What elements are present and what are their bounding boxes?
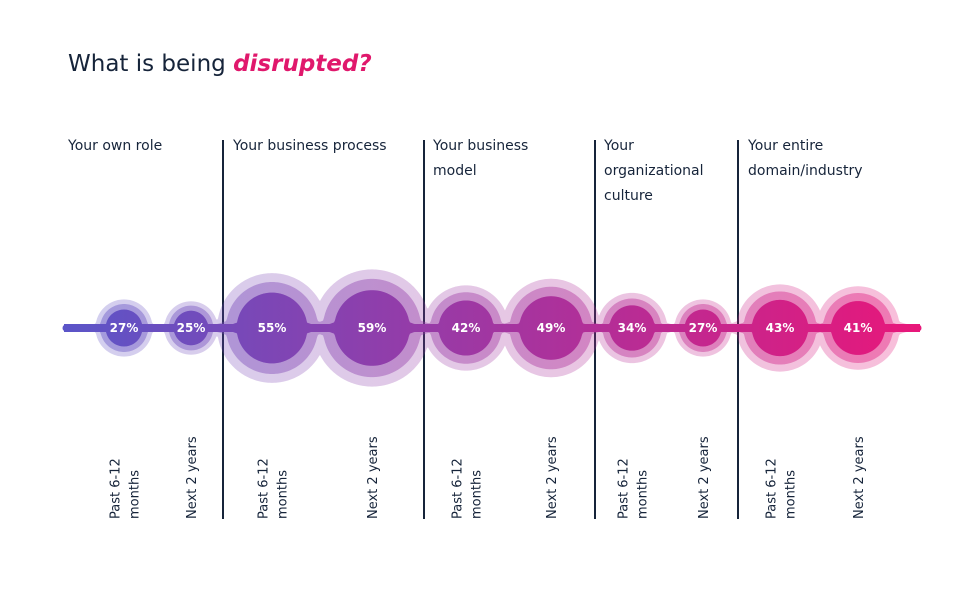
bubble-flow (62, 269, 922, 387)
group-label: Your business process (232, 138, 387, 154)
bubble-mark (751, 299, 809, 357)
flow-start-cap (62, 324, 70, 332)
period-label: Next 2 years (852, 436, 867, 519)
chart-title-prefix: What is being (68, 51, 233, 77)
svg-text:months: months (128, 470, 143, 519)
period-label: Past 6-12 months (109, 458, 143, 519)
period-label: Past 6-12 months (765, 458, 799, 519)
group-label: Your own role (67, 138, 162, 154)
bubble-value-label: 55% (258, 321, 287, 335)
svg-text:months: months (276, 470, 291, 519)
bubble-mark (334, 290, 410, 366)
period-label: Next 2 years (366, 436, 381, 519)
period-labels: Past 6-12 months Next 2 years Past 6-12 mont… (109, 436, 868, 519)
svg-text:Next 2 years: Next 2 years (545, 436, 560, 519)
svg-text:Past 6-12: Past 6-12 (257, 458, 272, 519)
svg-text:Past 6-12: Past 6-12 (109, 458, 124, 519)
bubble-mark (173, 310, 209, 346)
period-label: Past 6-12 months (617, 458, 651, 519)
svg-text:Next 2 years: Next 2 years (185, 436, 200, 519)
svg-text:Next 2 years: Next 2 years (366, 436, 381, 519)
period-label: Next 2 years (185, 436, 200, 519)
group-label: Your organizational culture (603, 138, 704, 204)
svg-text:months: months (784, 470, 799, 519)
period-label: Past 6-12 months (257, 458, 291, 519)
bubble-mark (684, 309, 722, 347)
bubble-value-label: 42% (452, 321, 481, 335)
group-label: Your business model (432, 138, 528, 179)
flow-end-cap (914, 324, 922, 332)
bubble-value-label: 41% (844, 321, 873, 335)
chart-title: What is being disrupted? (68, 51, 372, 77)
bubble-mark (438, 300, 494, 356)
svg-text:months: months (636, 470, 651, 519)
bubble-value-label: 43% (766, 321, 795, 335)
svg-text:Next 2 years: Next 2 years (852, 436, 867, 519)
svg-text:Next 2 years: Next 2 years (697, 436, 712, 519)
bubble-mark (519, 296, 583, 360)
group-label: Your entire domain/industry (747, 138, 863, 179)
bubble-mark (236, 292, 308, 364)
bubble-mark (105, 309, 143, 347)
bubble-value-label: 59% (358, 321, 387, 335)
svg-text:Past 6-12: Past 6-12 (617, 458, 632, 519)
svg-text:Past 6-12: Past 6-12 (451, 458, 466, 519)
bubble-value-label: 34% (618, 321, 647, 335)
bubble-value-label: 27% (689, 321, 718, 335)
value-labels: 27% 25% 55% 59% 42% 49% 34% 27% 43% 41% (110, 321, 873, 335)
svg-text:Past 6-12: Past 6-12 (765, 458, 780, 519)
svg-text:months: months (470, 470, 485, 519)
bubble-value-label: 27% (110, 321, 139, 335)
bubble-value-label: 25% (177, 321, 206, 335)
group-labels: Your own role Your business process Your b… (67, 138, 863, 204)
period-label: Next 2 years (697, 436, 712, 519)
period-label: Next 2 years (545, 436, 560, 519)
chart-title-accent: disrupted? (233, 51, 372, 77)
period-label: Past 6-12 months (451, 458, 485, 519)
bubble-value-label: 49% (537, 321, 566, 335)
bubble-mark (609, 305, 655, 351)
bubble-mark (831, 301, 885, 355)
